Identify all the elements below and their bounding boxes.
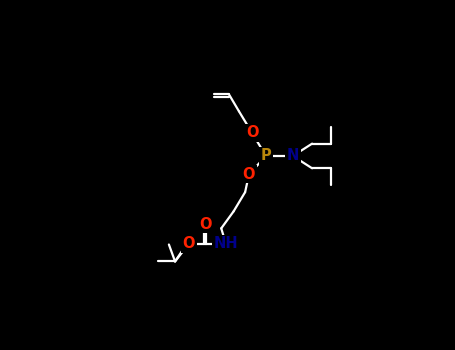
Text: N: N	[287, 148, 299, 163]
Text: P: P	[261, 148, 271, 163]
Text: O: O	[243, 167, 255, 182]
Text: O: O	[246, 125, 258, 140]
Text: O: O	[200, 217, 212, 232]
Text: NH: NH	[213, 236, 238, 251]
Text: O: O	[182, 236, 195, 251]
